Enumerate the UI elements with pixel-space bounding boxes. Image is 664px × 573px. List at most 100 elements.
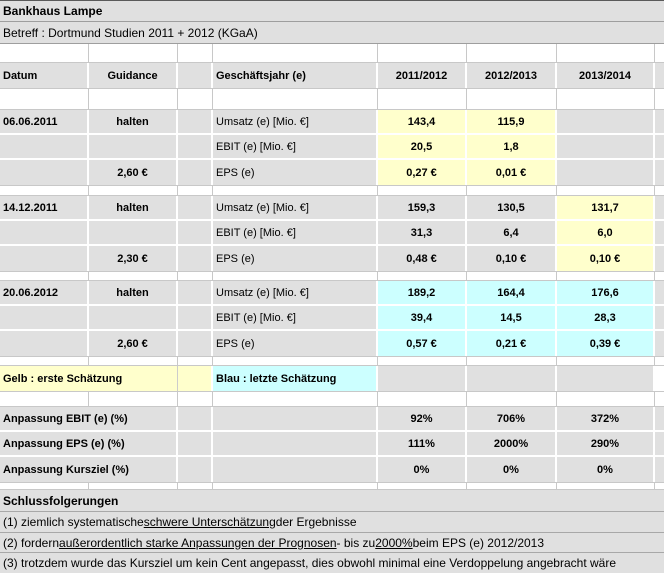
empty-cell [0, 391, 89, 407]
guidance-cell: halten [89, 196, 178, 221]
adjustment-value: 0% [378, 457, 467, 482]
conclusion-line-3: (3) trotzdem wurde das Kursziel um kein … [0, 553, 664, 573]
spacer-row [0, 391, 664, 407]
empty-cell [178, 366, 213, 391]
spacer-row [0, 185, 664, 196]
empty-cell [655, 246, 664, 271]
empty-cell [655, 432, 664, 457]
empty-cell [213, 391, 378, 407]
adjustment-value: 111% [378, 432, 467, 457]
empty-cell [557, 356, 655, 366]
spacer-row [0, 271, 664, 281]
empty-cell [0, 246, 89, 271]
estimate-row-umsatz: 14.12.2011 halten Umsatz (e) [Mio. €] 15… [0, 196, 664, 221]
empty-cell [213, 457, 378, 482]
conclusion-line-2: (2) fordern außerordentlich starke Anpas… [0, 533, 664, 553]
conclusions-heading: Schlussfolgerungen [0, 490, 664, 511]
empty-cell [178, 63, 213, 88]
kursziel-cell: 2,30 € [89, 246, 178, 271]
adjustment-label: Anpassung EPS (e) (%) [0, 432, 178, 457]
value-cell: 115,9 [467, 110, 557, 135]
empty-cell [178, 160, 213, 185]
empty-cell [89, 482, 178, 490]
empty-cell [557, 88, 655, 110]
kursziel-cell: 2,60 € [89, 160, 178, 185]
empty-cell [655, 63, 664, 88]
spacer-row [0, 482, 664, 490]
empty-cell [0, 221, 89, 246]
empty-cell [378, 44, 467, 63]
value-cell: 0,21 € [467, 331, 557, 356]
adjustment-label: Anpassung Kursziel (%) [0, 457, 178, 482]
value-cell: 0,27 € [378, 160, 467, 185]
value-cell [557, 110, 655, 135]
empty-cell [557, 366, 655, 391]
value-cell: 6,4 [467, 221, 557, 246]
metric-label: EBIT (e) [Mio. €] [213, 221, 378, 246]
empty-cell [655, 160, 664, 185]
empty-cell [178, 432, 213, 457]
empty-cell [213, 432, 378, 457]
subject-line: Betreff : Dortmund Studien 2011 + 2012 (… [0, 22, 664, 43]
empty-cell [178, 407, 213, 432]
empty-cell [655, 306, 664, 331]
metric-label: EPS (e) [213, 160, 378, 185]
empty-cell [178, 271, 213, 281]
adjustment-label: Anpassung EBIT (e) (%) [0, 407, 178, 432]
value-cell: 0,10 € [467, 246, 557, 271]
empty-cell [655, 196, 664, 221]
estimate-row-umsatz: 06.06.2011 halten Umsatz (e) [Mio. €] 14… [0, 110, 664, 135]
empty-cell [378, 356, 467, 366]
empty-cell [557, 391, 655, 407]
underlined-text: 2000% [375, 535, 413, 550]
value-cell: 130,5 [467, 196, 557, 221]
empty-cell [178, 391, 213, 407]
empty-cell [213, 356, 378, 366]
empty-cell [178, 306, 213, 331]
value-cell: 14,5 [467, 306, 557, 331]
adjustment-value: 2000% [467, 432, 557, 457]
metric-label: EBIT (e) [Mio. €] [213, 135, 378, 160]
empty-cell [89, 356, 178, 366]
date-cell: 06.06.2011 [0, 110, 89, 135]
empty-cell [655, 331, 664, 356]
empty-cell [378, 88, 467, 110]
empty-cell [0, 160, 89, 185]
empty-cell [178, 246, 213, 271]
metric-label: EPS (e) [213, 331, 378, 356]
empty-cell [89, 88, 178, 110]
empty-cell [0, 331, 89, 356]
value-cell: 0,01 € [467, 160, 557, 185]
empty-cell [467, 185, 557, 196]
empty-cell [655, 391, 664, 407]
value-cell: 189,2 [378, 281, 467, 306]
text-segment: (1) ziemlich systematische [3, 515, 144, 529]
empty-cell [655, 281, 664, 306]
empty-cell [655, 356, 664, 366]
legend-first-estimate: Gelb : erste Schätzung [0, 366, 178, 391]
guidance-cell: halten [89, 110, 178, 135]
empty-cell [378, 391, 467, 407]
estimate-row-umsatz: 20.06.2012 halten Umsatz (e) [Mio. €] 18… [0, 281, 664, 306]
empty-cell [467, 356, 557, 366]
empty-cell [655, 457, 664, 482]
value-cell: 176,6 [557, 281, 655, 306]
empty-cell [467, 44, 557, 63]
estimate-row-eps: 2,60 € EPS (e) 0,27 € 0,01 € [0, 160, 664, 185]
empty-cell [213, 185, 378, 196]
estimate-row-eps: 2,30 € EPS (e) 0,48 € 0,10 € 0,10 € [0, 246, 664, 271]
underlined-text: außerordentlich starke Anpassungen der P… [59, 535, 337, 550]
value-cell: 28,3 [557, 306, 655, 331]
empty-cell [89, 221, 178, 246]
value-cell: 0,48 € [378, 246, 467, 271]
subject-row: Betreff : Dortmund Studien 2011 + 2012 (… [0, 22, 664, 44]
estimate-row-ebit: EBIT (e) [Mio. €] 31,3 6,4 6,0 [0, 221, 664, 246]
adjustment-value: 92% [378, 407, 467, 432]
empty-cell [655, 271, 664, 281]
empty-cell [655, 44, 664, 63]
value-cell: 39,4 [378, 306, 467, 331]
empty-cell [0, 44, 89, 63]
estimate-row-ebit: EBIT (e) [Mio. €] 20,5 1,8 [0, 135, 664, 160]
empty-cell [378, 185, 467, 196]
metric-label: Umsatz (e) [Mio. €] [213, 281, 378, 306]
